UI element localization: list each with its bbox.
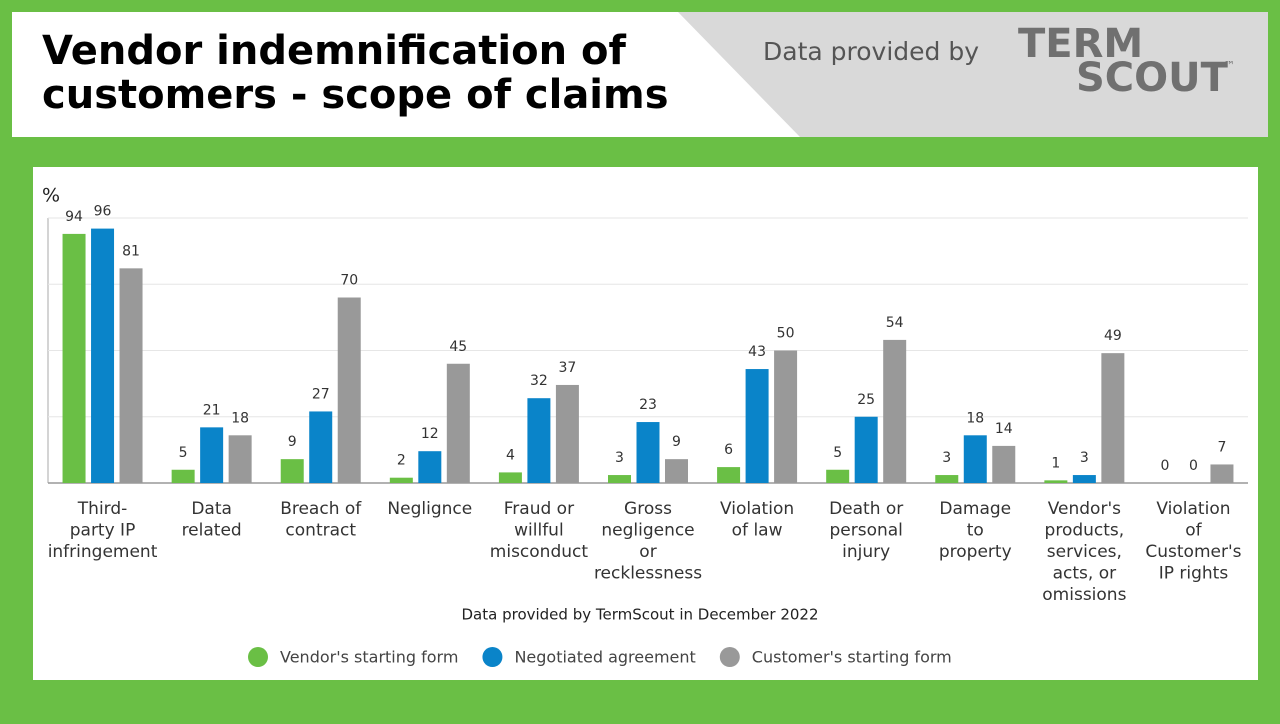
bar (883, 339, 907, 483)
data-label: 32 (530, 373, 548, 389)
x-tick-label: Gross negligence or recklessness (594, 499, 702, 584)
legend-marker (482, 647, 503, 667)
data-label: 49 (1104, 328, 1122, 344)
bar (280, 459, 304, 483)
note: Data provided by TermScout in December 2… (462, 606, 819, 624)
data-label: 9 (288, 434, 297, 450)
data-label: 14 (995, 421, 1013, 437)
bar (498, 472, 522, 483)
data-label: 9 (672, 434, 681, 450)
data-label: 12 (421, 426, 439, 442)
data-label: 3 (1080, 450, 1089, 466)
legend-label: Customer's starting form (752, 648, 952, 667)
logo-mark: ™ (1224, 59, 1235, 72)
bar (446, 363, 470, 483)
logo: TERM (1018, 21, 1143, 67)
bar (774, 350, 798, 483)
data-label: 81 (122, 243, 140, 259)
bar (935, 475, 959, 483)
legend-label: Negotiated agreement (514, 648, 695, 667)
bar (826, 469, 850, 483)
data-label: 5 (179, 445, 188, 461)
bar (62, 233, 86, 483)
bar (309, 411, 333, 483)
bar (717, 467, 741, 483)
data-label: 4 (506, 447, 515, 463)
bar (555, 384, 579, 483)
data-label: 27 (312, 386, 330, 402)
bar (854, 416, 878, 483)
x-tick-label: Fraud or willful misconduct (490, 499, 589, 562)
data-label: 5 (833, 445, 842, 461)
data-label: 18 (231, 410, 249, 426)
banner-gray (678, 12, 1268, 137)
bar (527, 398, 551, 483)
x-tick-label: Neglignce (387, 499, 472, 519)
data-label: 50 (777, 326, 795, 342)
x-tick-label: Third-party IP infringement (48, 499, 158, 562)
legend-label: Vendor's starting form (280, 648, 458, 667)
data-label: 94 (65, 209, 83, 225)
bar (1044, 480, 1068, 483)
data-label: 54 (886, 315, 904, 331)
title: customers - scope of claims (42, 72, 669, 118)
data-label: 2 (397, 453, 406, 469)
bar (992, 445, 1016, 483)
data-label: 18 (966, 410, 984, 426)
bar (228, 435, 252, 483)
provided-by: Data provided by (763, 37, 979, 66)
data-label: 6 (724, 442, 733, 458)
bar (636, 422, 660, 483)
x-tick-label: Vendor's products, services, acts, or omissi… (1042, 499, 1126, 605)
bar (200, 427, 224, 483)
y-axis-label: % (42, 185, 60, 207)
x-tick-label: Violation of law (720, 499, 794, 541)
data-label: 7 (1217, 439, 1226, 455)
data-label: 3 (615, 450, 624, 466)
data-label: 0 (1189, 458, 1198, 474)
data-label: 21 (203, 402, 221, 418)
bar (337, 297, 361, 483)
x-tick-label: Data related (182, 499, 242, 541)
bar (389, 477, 413, 483)
data-label: 0 (1160, 458, 1169, 474)
bar (608, 475, 631, 483)
x-tick-label: Breach of contract (280, 499, 362, 541)
data-label: 70 (340, 273, 358, 289)
bar (745, 369, 769, 483)
bar (91, 228, 115, 483)
data-label: 96 (94, 204, 112, 220)
x-tick-label: Violation of Customer's IP rights (1145, 499, 1241, 584)
x-tick-label: Damage to property (939, 499, 1012, 562)
legend-marker (248, 647, 268, 667)
logo: SCOUT (1076, 55, 1229, 101)
bar (119, 268, 143, 483)
bar (418, 451, 442, 483)
x-tick-label: Death or personal injury (829, 499, 903, 562)
title: Vendor indemnification of (42, 28, 627, 74)
data-label: 45 (449, 339, 467, 355)
bar (963, 435, 987, 483)
data-label: 1 (1051, 455, 1060, 471)
data-label: 43 (748, 344, 766, 360)
legend-marker (719, 647, 740, 667)
bar (171, 469, 195, 483)
bar (1101, 353, 1125, 483)
bar (665, 459, 688, 483)
data-label: 23 (639, 397, 657, 413)
bar (1210, 464, 1234, 483)
data-label: 3 (942, 450, 951, 466)
data-label: 37 (558, 360, 576, 376)
bar (1072, 475, 1096, 483)
data-label: 25 (857, 392, 875, 408)
